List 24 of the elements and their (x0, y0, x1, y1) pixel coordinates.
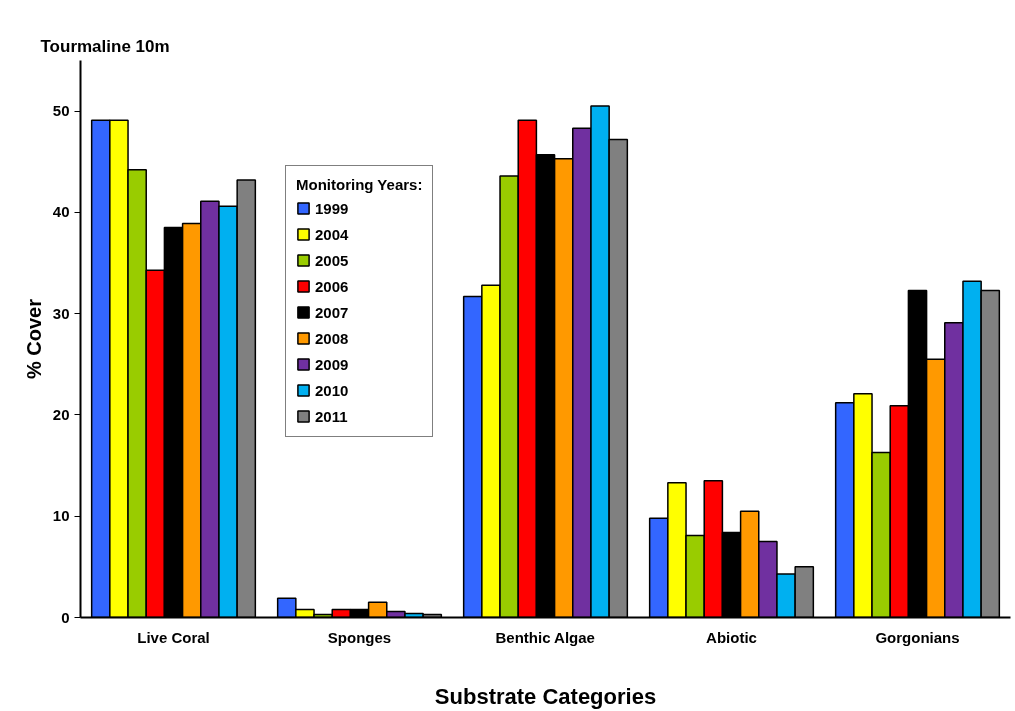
y-tick-label: 20 (52, 405, 70, 423)
x-tick-label: Abiotic (706, 628, 757, 646)
y-tick-label: 40 (52, 203, 70, 221)
legend-label: 2006 (315, 276, 349, 296)
y-axis-title: % Cover (22, 298, 45, 380)
legend-label: 2004 (315, 224, 349, 244)
legend-label: 2005 (315, 250, 349, 270)
legend-label: 2007 (315, 302, 349, 322)
y-tick-label: 0 (61, 608, 70, 626)
legend-label: 1999 (315, 198, 349, 218)
x-tick-label: Gorgonians (875, 628, 960, 646)
chart-title: Tourmaline 10m (40, 36, 170, 56)
y-tick-label: 50 (52, 102, 70, 120)
legend-label: 2008 (315, 328, 349, 348)
legend-label: 2009 (315, 354, 349, 374)
x-tick-label: Sponges (327, 628, 392, 646)
x-axis-title: Substrate Categories (434, 683, 657, 709)
legend-title: Monitoring Years: (296, 176, 423, 193)
legend-label: 2011 (315, 406, 348, 426)
y-tick-label: 10 (52, 507, 70, 525)
x-tick-label: Live Coral (137, 628, 210, 646)
legend-label: 2010 (315, 380, 349, 400)
x-tick-label: Benthic Algae (495, 628, 595, 646)
y-tick-label: 30 (52, 304, 70, 322)
